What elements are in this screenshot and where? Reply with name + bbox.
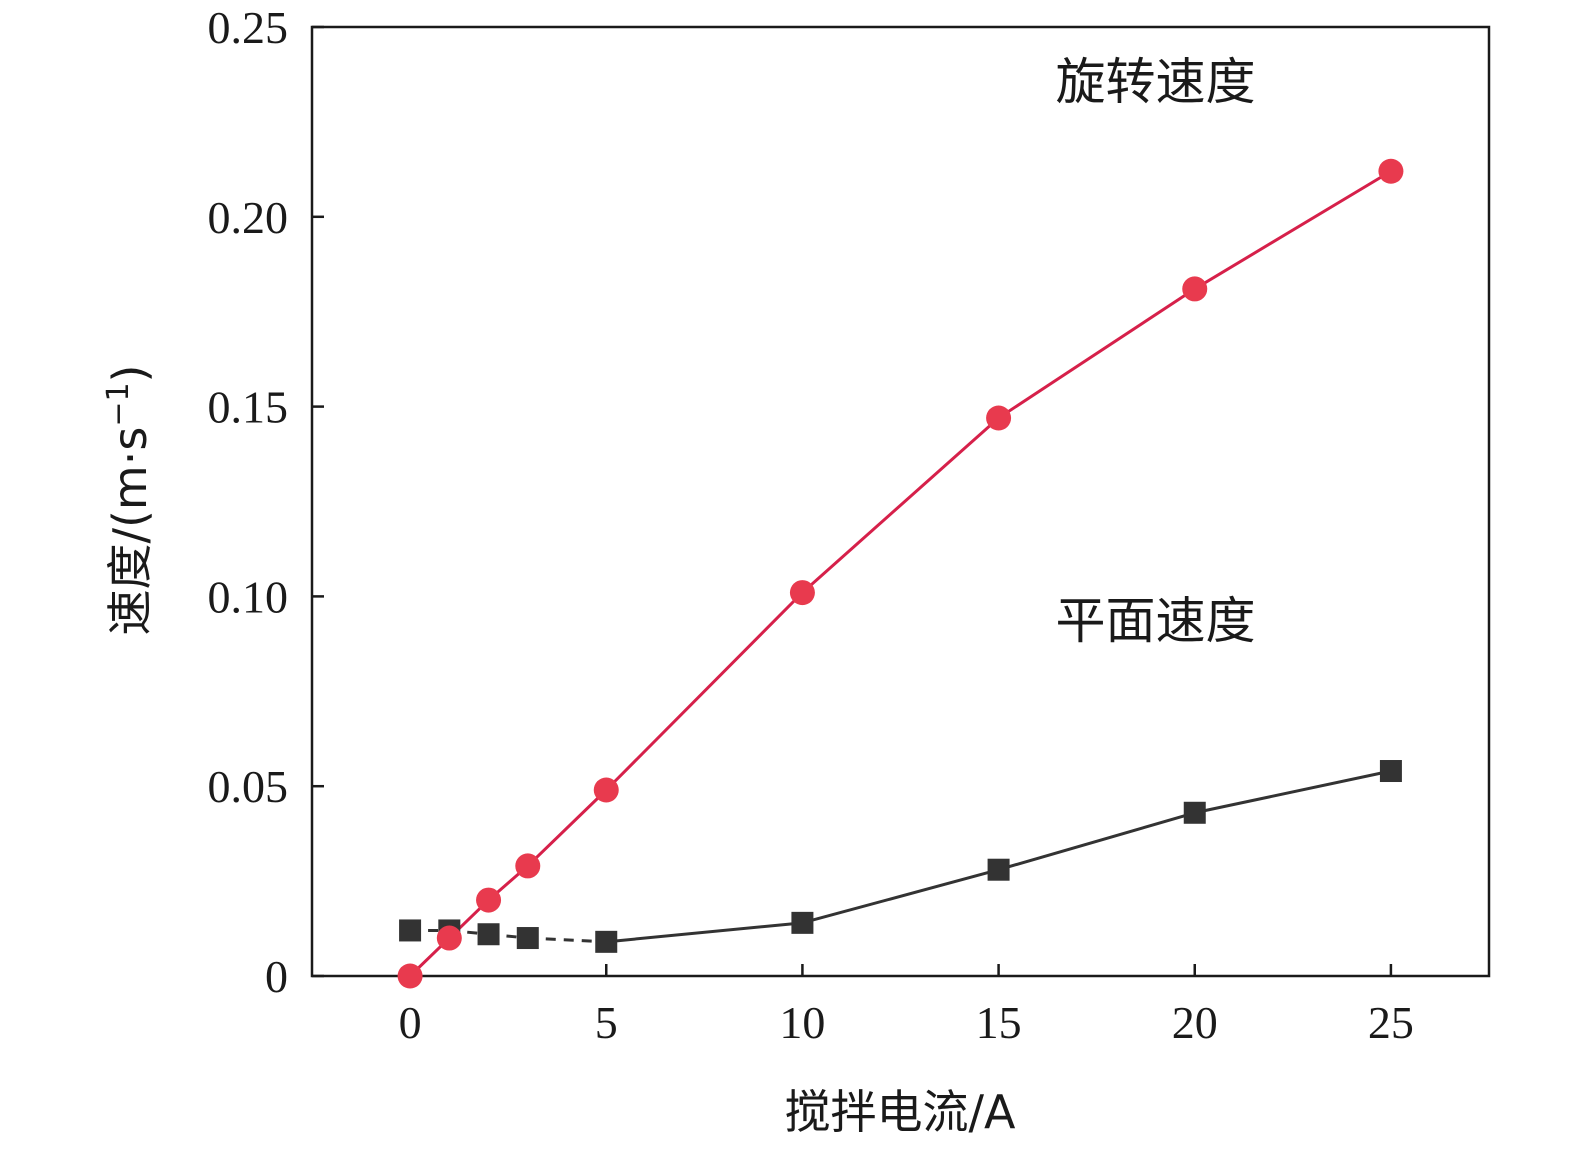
series-2-point: [593, 777, 619, 803]
series-layer: [397, 158, 1404, 989]
series-2-point: [515, 853, 541, 879]
series-2-point: [789, 580, 815, 606]
x-tick-label: 10: [779, 997, 825, 1048]
y-tick-label: 0.05: [208, 761, 289, 812]
annotation-label: 平面速度: [1056, 592, 1256, 650]
series-2-segment: [801, 416, 1000, 594]
series-1-segment: [527, 936, 607, 944]
y-axis-title-close: ): [103, 364, 157, 382]
series-2-point: [986, 405, 1012, 431]
series-2-segment: [997, 287, 1196, 420]
y-tick-label: 0.15: [208, 382, 289, 433]
y-tick-label: 0.20: [208, 192, 289, 243]
series-2-segment: [1193, 169, 1392, 291]
x-tick-label: 5: [595, 997, 618, 1048]
series-2-segment: [526, 788, 608, 867]
y-tick-label: 0.10: [208, 571, 289, 622]
x-tick-label: 25: [1368, 997, 1414, 1048]
x-tick-label: 0: [399, 997, 422, 1048]
plot-frame: [310, 25, 1491, 978]
series-2-point: [1182, 276, 1208, 302]
series-2-point: [476, 887, 502, 913]
x-tick-label: 15: [976, 997, 1022, 1048]
series-2-point: [397, 963, 423, 989]
y-axis-title: 速度/(m·s−1): [101, 364, 157, 635]
series-2-point: [1378, 158, 1404, 184]
y-tick-label: 0: [265, 951, 288, 1002]
series-1-point: [595, 930, 618, 953]
series-1-point: [477, 923, 500, 946]
series-1-point: [1183, 801, 1206, 824]
series-1-point: [399, 919, 422, 942]
series-1-point: [791, 911, 814, 934]
series-2-point: [436, 925, 462, 951]
x-axis-title: 搅拌电流/A: [785, 1085, 1016, 1139]
y-tick-label: 0.25: [208, 2, 289, 53]
x-tick-label: 20: [1172, 997, 1218, 1048]
series-1-segment: [1194, 769, 1392, 815]
y-axis-title-sup: −1: [101, 382, 136, 426]
y-axis-title-main: 速度/(m·s: [103, 427, 157, 636]
series-1-point: [516, 927, 539, 950]
series-1-point: [1379, 760, 1402, 783]
series-1-segment: [606, 921, 803, 944]
annotation-label: 旋转速度: [1056, 53, 1256, 111]
axis-ticks: 0 5 10 15 20 25 0 0.05 0.10 0.15 0.20 0.25: [208, 2, 1414, 1048]
series-1-point: [987, 858, 1010, 881]
series-1-segment: [998, 811, 1196, 872]
series-2-segment: [605, 591, 804, 792]
series-1-segment: [802, 868, 999, 925]
